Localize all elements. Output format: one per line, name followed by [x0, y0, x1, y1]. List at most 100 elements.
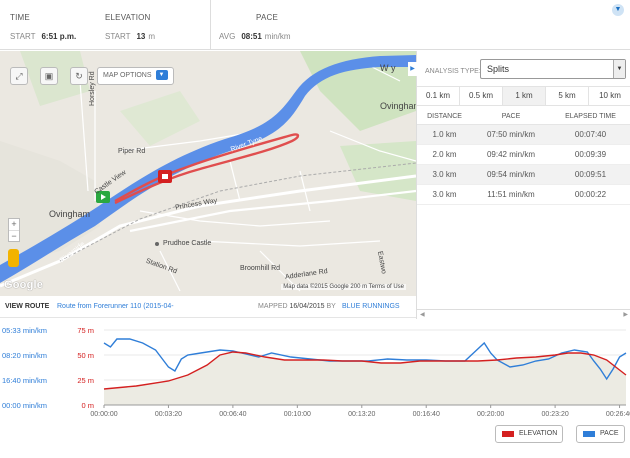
pace-avg: AVG 08:51 min/km [219, 32, 291, 41]
fullscreen-button[interactable]: ⤢ [10, 67, 28, 85]
table-row[interactable]: 1.0 km 07:50 min/km 00:07:40 [417, 125, 630, 145]
map-options-dropdown[interactable]: MAP OPTIONS ▼ [97, 67, 174, 85]
elevation-legend-label: ELEVATION [519, 430, 558, 437]
split-pace: 07:50 min/km [486, 130, 536, 139]
time-start: START 6:51 p.m. [10, 32, 76, 41]
pace-header[interactable]: PACE [501, 113, 521, 120]
route-name-link[interactable]: Route from Forerunner 110 (2015-04- [57, 303, 174, 310]
x-tick-label: 00:06:40 [219, 411, 246, 418]
chevron-down-icon: ▼ [613, 60, 625, 78]
elevation-unit: m [148, 32, 156, 41]
panel-scrollbar[interactable]: ◀ ▶ [417, 309, 630, 319]
split-distance: 1.0 km [432, 130, 457, 139]
time-label: TIME [10, 13, 30, 22]
elevation-label: ELEVATION [105, 13, 151, 22]
elapsed-header[interactable]: ELAPSED TIME [565, 113, 616, 120]
chevron-down-icon: ▼ [155, 70, 168, 81]
route-owner-link[interactable]: BLUE RUNNINGS [342, 303, 400, 310]
chart-canvas: 05:33 min/km 75 m 08:20 min/km 50 m 16:40 mi… [2, 326, 630, 418]
route-info-bar: VIEW ROUTE Route from Forerunner 110 (20… [0, 296, 416, 318]
mapped-label: MAPPED [258, 303, 288, 310]
time-start-label: START [10, 32, 36, 41]
3d-view-button[interactable]: ▣ [40, 67, 58, 85]
analysis-type-label: ANALYSIS TYPE: [425, 68, 481, 75]
zoom-in-button[interactable]: + [11, 219, 17, 229]
mapped-by-label: BY [326, 303, 336, 310]
tab-1-km[interactable]: 1 km [503, 87, 546, 105]
x-tick-label: 00:10:00 [284, 411, 311, 418]
elevation-swatch [502, 431, 514, 437]
scroll-right-icon[interactable]: ▶ [623, 312, 628, 318]
x-tick-label: 00:13:20 [348, 411, 375, 418]
map-label-road: Piper Rd [118, 148, 146, 155]
map-label-landmark: Prudhoe Castle [163, 240, 212, 247]
map-label-road: Broomhill Rd [240, 265, 281, 272]
toggle-panel-button[interactable]: ▶ [408, 62, 417, 76]
zoom-out-button[interactable]: − [9, 230, 19, 241]
elevation-area [104, 352, 626, 405]
elevation-legend-toggle[interactable]: ELEVATION [495, 425, 564, 443]
collapse-stats-button[interactable]: ▼ [612, 4, 624, 16]
x-tick-label: 00:20:00 [477, 411, 504, 418]
x-tick-label: 00:16:40 [413, 411, 440, 418]
split-distance: 3.0 km [432, 190, 457, 199]
tab-10-km[interactable]: 10 km [599, 91, 621, 100]
time-start-value: 6:51 p.m. [41, 32, 77, 41]
pace-tick-label: 08:20 min/km [2, 351, 47, 360]
elevation-tick-label: 75 m [77, 326, 94, 335]
mapped-info: MAPPED 16/04/2015 BY [258, 296, 336, 318]
split-elapsed: 00:09:51 [574, 170, 607, 179]
chevron-down-icon: ▼ [614, 6, 622, 13]
tab-5-km[interactable]: 5 km [546, 87, 589, 105]
analysis-type-select[interactable]: Splits ▼ [480, 59, 626, 79]
pace-legend-toggle[interactable]: PACE [576, 425, 625, 443]
map-label-town: Ovingham [380, 101, 416, 111]
splits-table: DISTANCE PACE ELAPSED TIME 1.0 km 07:50 … [417, 109, 630, 205]
3d-icon: ▣ [44, 71, 54, 81]
pace-tick-label: 05:33 min/km [2, 326, 47, 335]
pace-unit: min/km [264, 32, 291, 41]
distance-header[interactable]: DISTANCE [427, 113, 462, 120]
elevation-tick-label: 0 m [81, 401, 94, 410]
split-elapsed: 00:07:40 [574, 130, 607, 139]
elevation-start: START 13 m [105, 32, 155, 41]
map-canvas [0, 51, 416, 296]
route-map[interactable]: ⤢ ▣ ↻ MAP OPTIONS ▼ Horsley Rd Piper Rd C… [0, 51, 416, 296]
split-distance-tabs: 0.1 km 0.5 km 1 km 5 km 10 km [417, 86, 630, 106]
activity-stats-header: TIME START 6:51 p.m. ELEVATION START 13 m P… [0, 0, 630, 50]
expand-icon: ⤢ [15, 71, 23, 81]
map-attribution[interactable]: Map data ©2015 Google 200 m Terms of Use [281, 284, 406, 290]
pace-avg-value: 08:51 [241, 32, 262, 41]
pace-swatch [583, 431, 595, 437]
tab-0-1-km[interactable]: 0.1 km [417, 87, 460, 105]
pace-series-line [103, 338, 627, 381]
pace-label: PACE [256, 13, 278, 22]
split-pace: 09:54 min/km [486, 170, 536, 179]
analysis-panel: ▶ ANALYSIS TYPE: Splits ▼ 0.1 km 0.5 km … [408, 51, 630, 319]
zoom-control: + − [8, 218, 20, 242]
pace-avg-label: AVG [219, 32, 236, 41]
elevation-start-label: START [105, 32, 131, 41]
table-row[interactable]: 3.0 km 09:54 min/km 00:09:51 [417, 165, 630, 185]
elevation-start-value: 13 [136, 32, 146, 41]
split-distance: 2.0 km [432, 150, 457, 159]
pace-legend-label: PACE [600, 430, 619, 437]
table-row[interactable]: 3.0 km 11:51 min/km 00:00:22 [417, 185, 630, 205]
replay-button[interactable]: ↻ [70, 67, 88, 85]
elevation-tick-label: 50 m [77, 351, 94, 360]
tab-0-5-km[interactable]: 0.5 km [460, 87, 503, 105]
elevation-tick-label: 25 m [77, 376, 94, 385]
map-label-road: Horsley Rd [89, 71, 96, 106]
table-row[interactable]: 2.0 km 09:42 min/km 00:09:39 [417, 145, 630, 165]
view-route-label: VIEW ROUTE [5, 303, 50, 310]
map-label-town: Ovingham [49, 209, 91, 219]
split-distance: 3.0 km [432, 170, 457, 179]
x-tick-label: 00:26:40 [606, 411, 630, 418]
mapped-date: 16/04/2015 [289, 303, 325, 310]
chevron-right-icon: ▶ [410, 66, 415, 72]
elevation-pace-chart[interactable]: 05:33 min/km 75 m 08:20 min/km 50 m 16:40 mi… [0, 319, 630, 458]
street-view-pegman-icon[interactable] [8, 249, 19, 267]
google-logo: Google [4, 279, 44, 291]
scroll-left-icon[interactable]: ◀ [420, 312, 425, 318]
stats-divider [210, 0, 211, 50]
